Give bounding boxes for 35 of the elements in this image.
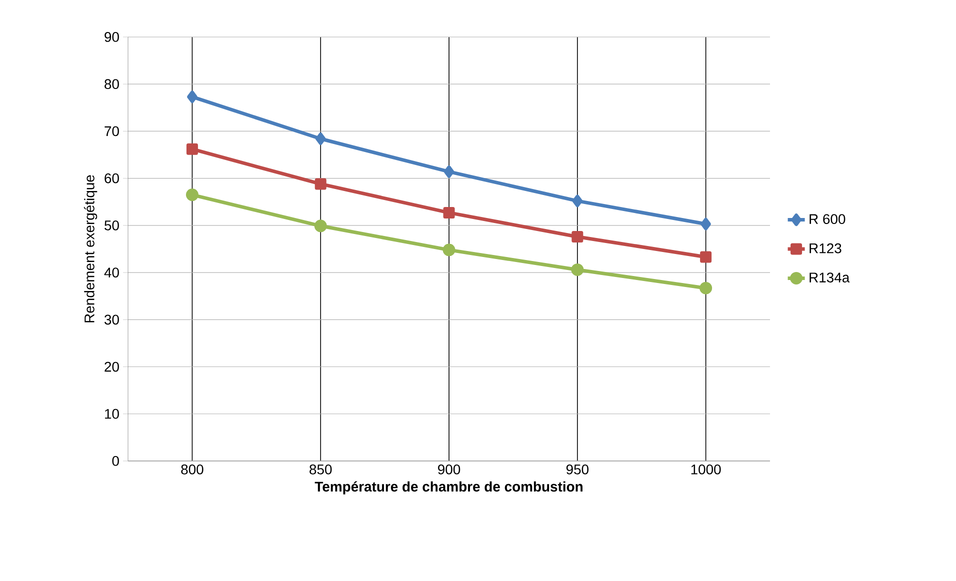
- point: [444, 165, 454, 178]
- point: [700, 218, 711, 230]
- point: [314, 178, 326, 190]
- y-tick-label: 20: [104, 362, 119, 372]
- y-tick-label: 10: [105, 408, 119, 419]
- y-tick-label: 90: [104, 32, 119, 42]
- x-tick-label: 1000: [691, 464, 721, 474]
- x-tick-label: 900: [438, 464, 460, 474]
- point: [700, 282, 712, 294]
- y-tick-label: 50: [104, 220, 119, 230]
- point: [571, 263, 584, 276]
- x-tick-label: 950: [566, 464, 588, 474]
- point: [187, 90, 198, 104]
- x-tick-label: 850: [310, 464, 332, 474]
- y-tick-label: 70: [104, 126, 119, 136]
- point: [572, 194, 583, 208]
- y-tick-label: 30: [104, 314, 119, 325]
- legend-label: R123: [810, 243, 842, 254]
- point: [572, 230, 584, 242]
- y-tick-label: 40: [104, 268, 119, 278]
- point: [314, 220, 327, 232]
- legend-label: R 600: [810, 214, 846, 224]
- legend-label: R134a: [810, 272, 850, 282]
- y-tick-label: 80: [104, 79, 119, 90]
- y-tick-label: 0: [112, 456, 119, 466]
- point: [443, 206, 455, 218]
- x-axis-title: Température de chambre de combustion: [314, 481, 582, 494]
- point: [315, 132, 326, 145]
- y-tick-label: 60: [104, 173, 119, 184]
- x-tick-label: 800: [181, 464, 204, 474]
- point: [186, 143, 198, 155]
- point: [700, 251, 712, 263]
- point: [186, 188, 198, 202]
- point: [442, 244, 456, 256]
- y-axis-title: Rendement exergétique: [84, 175, 98, 322]
